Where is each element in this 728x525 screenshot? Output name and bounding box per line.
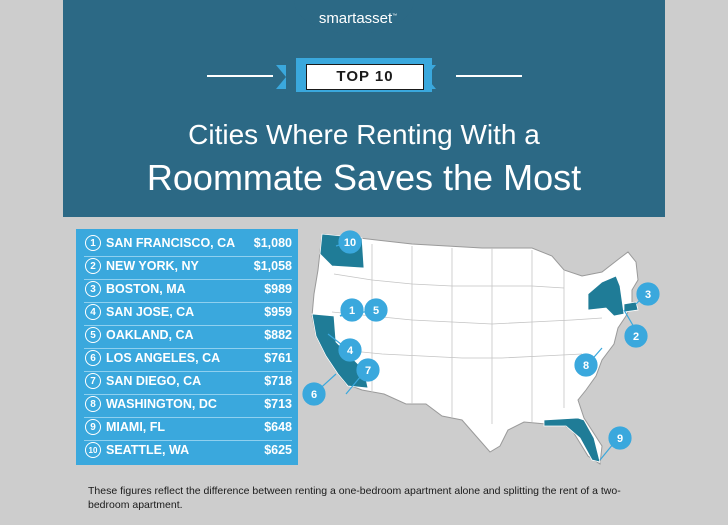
list-item: 6 LOS ANGELES, CA $761 xyxy=(76,348,298,370)
top-10-badge: TOP 10 xyxy=(306,64,424,90)
savings-value: $761 xyxy=(264,351,292,365)
massachusetts-state xyxy=(623,301,639,313)
page-title-line1: Cities Where Renting With a xyxy=(188,119,540,150)
savings-value: $648 xyxy=(264,420,292,434)
city-name: BOSTON, MA xyxy=(106,282,186,296)
page-title-line2: Roommate Saves the Most xyxy=(146,157,582,198)
brand-logo: smartasset™ xyxy=(318,10,398,27)
savings-value: $625 xyxy=(264,443,292,457)
rank-badge: 2 xyxy=(85,258,101,274)
city-name: SAN JOSE, CA xyxy=(106,305,195,319)
divider xyxy=(84,279,292,280)
ribbon-tail-left xyxy=(276,65,286,89)
list-item: 4 SAN JOSE, CA $959 xyxy=(76,302,298,324)
marker-label-10: 10 xyxy=(344,237,356,249)
header-banner xyxy=(63,0,665,217)
rank-badge: 4 xyxy=(85,304,101,320)
list-item: 8 WASHINGTON, DC $713 xyxy=(76,394,298,416)
footnote: These figures reflect the difference bet… xyxy=(88,485,621,511)
divider xyxy=(84,256,292,257)
rank-badge: 3 xyxy=(85,281,101,297)
savings-value: $1,080 xyxy=(253,236,292,250)
rank-badge: 5 xyxy=(85,327,101,343)
divider xyxy=(84,371,292,372)
rank-badge: 7 xyxy=(85,373,101,389)
city-name: OAKLAND, CA xyxy=(106,328,194,342)
divider xyxy=(84,440,292,441)
city-name: NEW YORK, NY xyxy=(106,259,199,273)
marker-label-5: 5 xyxy=(373,305,379,317)
city-name: SEATTLE, WA xyxy=(106,443,190,457)
savings-value: $882 xyxy=(264,328,292,342)
marker-label-6: 6 xyxy=(311,389,317,401)
list-item: 5 OAKLAND, CA $882 xyxy=(76,325,298,347)
marker-label-9: 9 xyxy=(617,433,623,445)
marker-9 xyxy=(608,426,632,450)
city-name: LOS ANGELES, CA xyxy=(106,351,221,365)
marker-3 xyxy=(636,282,660,306)
marker-6 xyxy=(302,382,326,406)
marker-label-2: 2 xyxy=(633,331,639,343)
brand-name: smartasset xyxy=(318,10,393,27)
marker-4 xyxy=(338,338,362,362)
divider xyxy=(84,348,292,349)
us-mainland-shape xyxy=(311,233,639,465)
rank-badge: 6 xyxy=(85,350,101,366)
marker-10 xyxy=(338,230,362,254)
marker-labels: 10 1 5 4 6 7 8 2 3 9 xyxy=(311,237,651,445)
divider xyxy=(84,325,292,326)
header-rule-left xyxy=(207,75,273,77)
marker-7 xyxy=(356,358,380,382)
header-rule-right xyxy=(456,75,522,77)
divider xyxy=(84,302,292,303)
savings-value: $1,058 xyxy=(253,259,292,273)
florida-state xyxy=(543,417,601,463)
list-item: 1 SAN FRANCISCO, CA $1,080 xyxy=(76,233,298,255)
savings-value: $959 xyxy=(264,305,292,319)
city-name: SAN DIEGO, CA xyxy=(106,374,202,388)
city-name: MIAMI, FL xyxy=(106,420,166,434)
rank-badge: 10 xyxy=(85,442,101,458)
marker-label-8: 8 xyxy=(583,360,589,372)
savings-value: $989 xyxy=(264,282,292,296)
list-item: 10 SEATTLE, WA $625 xyxy=(76,440,298,462)
rank-badge: 1 xyxy=(85,235,101,251)
marker-8 xyxy=(574,353,598,377)
marker-5 xyxy=(364,298,388,322)
savings-value: $713 xyxy=(264,397,292,411)
marker-label-3: 3 xyxy=(645,289,651,301)
marker-label-7: 7 xyxy=(365,365,371,377)
list-item: 7 SAN DIEGO, CA $718 xyxy=(76,371,298,393)
city-name: WASHINGTON, DC xyxy=(106,397,217,411)
list-item: 2 NEW YORK, NY $1,058 xyxy=(76,256,298,278)
marker-2 xyxy=(624,324,648,348)
ranking-list: 1 SAN FRANCISCO, CA $1,080 2 NEW YORK, N… xyxy=(76,229,298,465)
new-york-state xyxy=(587,275,625,317)
us-map: 10 1 5 4 6 7 8 2 3 9 xyxy=(302,230,660,465)
divider xyxy=(84,417,292,418)
rank-badge: 9 xyxy=(85,419,101,435)
marker-label-4: 4 xyxy=(347,345,354,357)
marker-label-1: 1 xyxy=(349,305,355,317)
list-item: 3 BOSTON, MA $989 xyxy=(76,279,298,301)
savings-value: $718 xyxy=(264,374,292,388)
rank-badge: 8 xyxy=(85,396,101,412)
list-item: 9 MIAMI, FL $648 xyxy=(76,417,298,439)
city-name: SAN FRANCISCO, CA xyxy=(106,236,236,250)
divider xyxy=(84,394,292,395)
map-markers xyxy=(302,230,660,461)
